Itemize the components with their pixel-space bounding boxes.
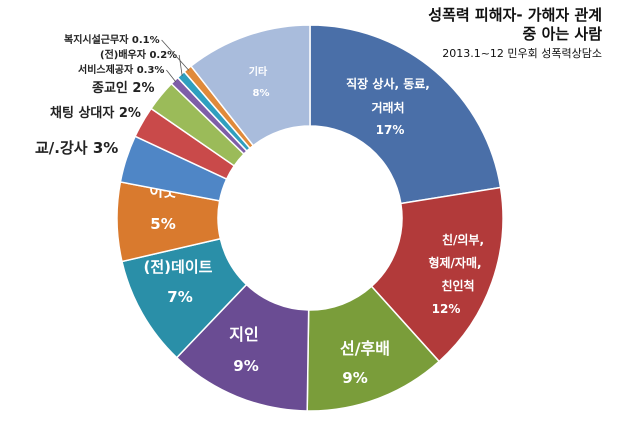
slice-label-지인: 지인 (229, 325, 258, 344)
slice-label-기타: 기타 (249, 65, 268, 78)
slice-label-교-강사: 교/.강사 3% (35, 139, 118, 157)
slice-label-text-채팅-상대자: 채팅 상대자 (50, 105, 119, 121)
slice-label-직장-상사-동료-거래처-line-1: 직장 상사, 동료, (346, 76, 430, 91)
slice-label-text-종교인: 종교인 (92, 80, 132, 96)
slice-label-친-의부-형제-자매-친인척-line-2: 형제/자매, (428, 255, 481, 270)
slice-value-종교인: 2% (132, 81, 154, 96)
slice-label-선-후배: 선/후배 (340, 339, 390, 358)
donut-slice-직장-상사-동료-거래처 (309, 24, 502, 205)
slice-label-직장-상사-동료-거래처-line-2: 거래처 (371, 100, 404, 115)
slice-value-복지시설근무자: 0.1% (132, 35, 160, 46)
slice-label-전-데이트: (전)데이트 (144, 258, 213, 276)
donut-slice-친-의부-형제-자매-친인척 (370, 186, 504, 363)
leader-line-서비스제공자 (166, 69, 177, 83)
chart-title-line-2: 중 아는 사람 (522, 25, 602, 43)
chart-title: 성폭력 피해자- 가해자 관계 (428, 6, 602, 24)
slice-value-전-배우자: 0.2% (149, 50, 177, 61)
slice-value-교-강사: 3% (93, 139, 118, 157)
slice-value-기타: 8% (253, 88, 270, 99)
chart-title-block: 성폭력 피해자- 가해자 관계 중 아는 사람 2013.1~12 민우회 성폭… (428, 6, 602, 62)
slice-label-채팅-상대자: 채팅 상대자 2% (50, 105, 141, 121)
donut-slice-기타 (189, 24, 311, 147)
slice-label-전-배우자: (전)배우자 0.2% (100, 48, 177, 61)
slice-value-이웃: 5% (150, 215, 175, 233)
slice-label-text-서비스제공자: 서비스제공자 (78, 63, 137, 76)
slice-label-text-복지시설근무자: 복지시설근무자 (64, 33, 132, 46)
slice-label-친-의부-형제-자매-친인척-line-3: 친인척 (441, 278, 474, 293)
slice-value-채팅-상대자: 2% (119, 106, 141, 121)
chart-subtitle: 2013.1~12 민우회 성폭력상담소 (442, 47, 602, 60)
slice-label-친-의부-형제-자매-친인척-line-1: 친/의부, (442, 232, 484, 247)
slice-value-직장-상사-동료-거래처: 17% (376, 123, 405, 137)
slice-label-종교인: 종교인 2% (92, 80, 154, 96)
leader-line-복지시설근무자 (161, 39, 190, 71)
slice-label-text-교-강사: 교/.강사 (35, 139, 93, 157)
leader-line-전-배우자 (178, 54, 183, 77)
slice-label-서비스제공자: 서비스제공자 0.3% (78, 63, 164, 76)
slice-value-서비스제공자: 0.3% (137, 65, 165, 76)
slice-value-전-데이트: 7% (167, 288, 192, 306)
slice-label-text-전-배우자: (전)배우자 (100, 48, 149, 61)
slice-value-선-후배: 9% (342, 369, 367, 387)
slice-value-친-의부-형제-자매-친인척: 12% (432, 302, 461, 316)
slice-value-지인: 9% (233, 357, 258, 375)
slice-label-복지시설근무자: 복지시설근무자 0.1% (64, 33, 160, 46)
